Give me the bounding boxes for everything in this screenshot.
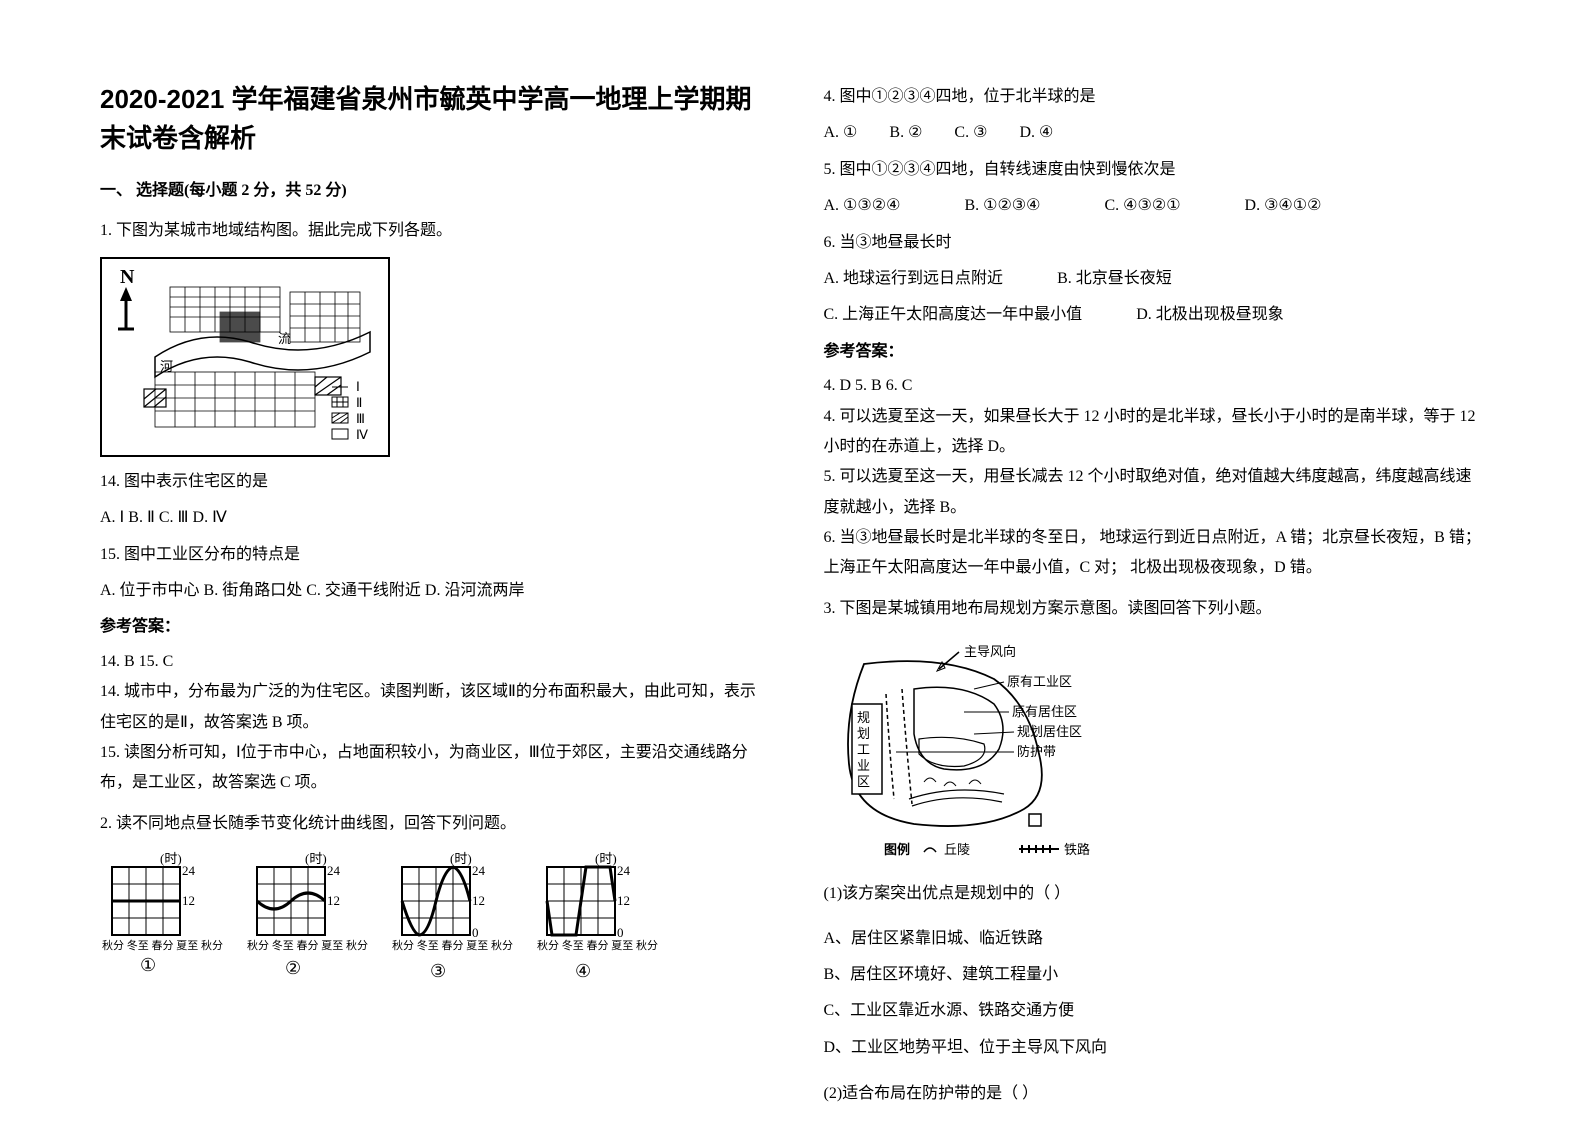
svg-text:Ⅱ: Ⅱ [356, 395, 362, 410]
svg-text:工: 工 [857, 742, 870, 757]
q6-opt-a: A. 地球运行到远日点附近 [824, 270, 1004, 287]
svg-text:N: N [120, 266, 135, 288]
q1-exp15: 15. 读图分析可知，Ⅰ位于市中心，占地面积较小，为商业区，Ⅲ位于郊区，主要沿交… [100, 738, 764, 799]
q6-opts-line2: C. 上海正午太阳高度达一年中最小值 D. 北极出现极昼现象 [824, 300, 1488, 330]
exp5: 5. 可以选夏至这一天，用昼长减去 12 个小时取绝对值，绝对值越大纬度越高，纬… [824, 462, 1488, 523]
svg-text:0: 0 [617, 925, 624, 940]
q4-opts: A. ① B. ② C. ③ D. ④ [824, 118, 1488, 148]
svg-text:(时): (时) [160, 851, 182, 866]
svg-text:Ⅳ: Ⅳ [356, 427, 368, 442]
q3-sub1-a: A、居住区紧靠旧城、临近铁路 [824, 924, 1488, 954]
q3-sub2: (2)适合布局在防护带的是（ ） [824, 1079, 1488, 1109]
q3-sub1-b: B、居住区环境好、建筑工程量小 [824, 960, 1488, 990]
svg-text:12: 12 [617, 893, 630, 908]
q6-opt-c: C. 上海正午太阳高度达一年中最小值 [824, 306, 1083, 323]
svg-text:Ⅰ: Ⅰ [356, 379, 360, 394]
q3-sub1-c: C、工业区靠近水源、铁路交通方便 [824, 996, 1488, 1026]
q1-exp14: 14. 城市中，分布最为广泛的为住宅区。读图判断，该区域Ⅱ的分布面积最大，由此可… [100, 677, 764, 738]
svg-text:24: 24 [182, 863, 196, 878]
q4-opt-c: C. ③ [954, 118, 987, 148]
q6-opt-b: B. 北京昼长夜短 [1057, 270, 1172, 287]
left-column: 2020-2021 学年福建省泉州市毓英中学高一地理上学期期末试卷含解析 一、 … [100, 80, 764, 1116]
svg-text:③: ③ [430, 961, 446, 979]
exam-paper: 2020-2021 学年福建省泉州市毓英中学高一地理上学期期末试卷含解析 一、 … [100, 80, 1487, 1116]
q5-opt-d: D. ③④①② [1245, 191, 1322, 221]
q1-answer-nums: 14. B 15. C [100, 647, 764, 677]
svg-text:丘陵: 丘陵 [944, 842, 970, 857]
q1-sub15-opts: A. 位于市中心 B. 街角路口处 C. 交通干线附近 D. 沿河流两岸 [100, 576, 764, 606]
q1-sub14: 14. 图中表示住宅区的是 [100, 467, 764, 497]
svg-text:②: ② [285, 958, 301, 978]
q4-stem: 4. 图中①②③④四地，位于北半球的是 [824, 82, 1488, 112]
svg-text:规: 规 [857, 710, 870, 725]
svg-text:业: 业 [857, 758, 870, 773]
paper-title: 2020-2021 学年福建省泉州市毓英中学高一地理上学期期末试卷含解析 [100, 80, 764, 158]
svg-text:(时): (时) [305, 851, 327, 866]
section-header: 一、 选择题(每小题 2 分，共 52 分) [100, 176, 764, 206]
svg-text:Ⅲ: Ⅲ [356, 411, 365, 426]
svg-text:12: 12 [182, 893, 195, 908]
svg-text:秋分 冬至 春分 夏至 秋分: 秋分 冬至 春分 夏至 秋分 [102, 938, 223, 952]
q4-opt-b: B. ② [889, 118, 922, 148]
q4-opt-a: A. ① [824, 118, 858, 148]
svg-text:区: 区 [857, 774, 870, 789]
q5-opts: A. ①③②④ B. ①②③④ C. ④③②① D. ③④①② [824, 191, 1488, 221]
daylength-charts: (时) 24 12 秋分 冬至 春分 夏至 秋分 ① (时) 24 12 秋分 … [100, 849, 764, 979]
exp6: 6. 当③地昼最长时是北半球的冬至日， 地球运行到近日点附近，A 错；北京昼长夜… [824, 523, 1488, 584]
answer-block-2: 4. D 5. B 6. C 4. 可以选夏至这一天，如果昼长大于 12 小时的… [824, 371, 1488, 584]
svg-text:铁路: 铁路 [1064, 842, 1090, 857]
svg-text:12: 12 [472, 893, 485, 908]
svg-text:④: ④ [575, 961, 591, 979]
answer-block-1: 14. B 15. C 14. 城市中，分布最为广泛的为住宅区。读图判断，该区域… [100, 647, 764, 799]
svg-text:流: 流 [278, 331, 291, 346]
chart-1: (时) 24 12 秋分 冬至 春分 夏至 秋分 ① [100, 849, 235, 979]
svg-text:24: 24 [327, 863, 341, 878]
svg-text:秋分 冬至 春分 夏至 秋分: 秋分 冬至 春分 夏至 秋分 [247, 938, 368, 952]
q3-stem: 3. 下图是某城镇用地布局规划方案示意图。读图回答下列小题。 [824, 594, 1488, 624]
q3-sub1-d: D、工业区地势平坦、位于主导风下风向 [824, 1033, 1488, 1063]
exp4: 4. 可以选夏至这一天，如果昼长大于 12 小时的是北半球，昼长小于小时的是南半… [824, 402, 1488, 463]
svg-text:划: 划 [857, 726, 870, 741]
q1-sub14-opts: A. Ⅰ B. Ⅱ C. Ⅲ D. Ⅳ [100, 503, 764, 533]
svg-text:(时): (时) [595, 851, 617, 866]
q6-stem: 6. 当③地昼最长时 [824, 228, 1488, 258]
svg-text:主导风向: 主导风向 [964, 644, 1016, 659]
q5-opt-a: A. ①③②④ [824, 191, 901, 221]
svg-text:图例: 图例 [884, 842, 910, 857]
svg-text:①: ① [140, 955, 156, 975]
svg-text:原有工业区: 原有工业区 [1007, 674, 1072, 689]
svg-text:原有居住区: 原有居住区 [1012, 704, 1077, 719]
svg-text:秋分 冬至 春分 夏至 秋分: 秋分 冬至 春分 夏至 秋分 [537, 938, 658, 952]
city-structure-figure: N [100, 257, 764, 457]
chart-4: (时) 24 12 0 秋分 冬至 春分 夏至 秋分 ④ [535, 849, 670, 979]
answer-label-1: 参考答案： [100, 612, 764, 642]
svg-text:规划居住区: 规划居住区 [1017, 724, 1082, 739]
svg-text:(时): (时) [450, 851, 472, 866]
right-column: 4. 图中①②③④四地，位于北半球的是 A. ① B. ② C. ③ D. ④ … [824, 80, 1488, 1116]
q6-opts-line1: A. 地球运行到远日点附近 B. 北京昼长夜短 [824, 264, 1488, 294]
svg-text:12: 12 [327, 893, 340, 908]
svg-text:24: 24 [472, 863, 486, 878]
q1-sub15: 15. 图中工业区分布的特点是 [100, 540, 764, 570]
answer-label-2: 参考答案： [824, 337, 1488, 367]
svg-text:防护带: 防护带 [1017, 744, 1056, 759]
q1-stem: 1. 下图为某城市地域结构图。据此完成下列各题。 [100, 216, 764, 246]
svg-text:0: 0 [472, 925, 479, 940]
q5-stem: 5. 图中①②③④四地，自转线速度由快到慢依次是 [824, 155, 1488, 185]
q2-stem: 2. 读不同地点昼长随季节变化统计曲线图，回答下列问题。 [100, 809, 764, 839]
q5-opt-b: B. ①②③④ [964, 191, 1040, 221]
town-plan-figure: 规 划 工 业 区 主导风向 [824, 634, 1488, 869]
svg-text:24: 24 [617, 863, 631, 878]
chart-3: (时) 24 12 0 秋分 冬至 春分 夏至 秋分 ③ [390, 849, 525, 979]
chart-2: (时) 24 12 秋分 冬至 春分 夏至 秋分 ② [245, 849, 380, 979]
q3-sub1: (1)该方案突出优点是规划中的（ ） [824, 879, 1488, 909]
answers456-line: 4. D 5. B 6. C [824, 371, 1488, 401]
svg-text:秋分 冬至 春分 夏至 秋分: 秋分 冬至 春分 夏至 秋分 [392, 938, 513, 952]
q4-opt-d: D. ④ [1019, 118, 1053, 148]
svg-text:河: 河 [160, 359, 173, 374]
q5-opt-c: C. ④③②① [1104, 191, 1180, 221]
q6-opt-d: D. 北极出现极昼现象 [1136, 306, 1284, 323]
